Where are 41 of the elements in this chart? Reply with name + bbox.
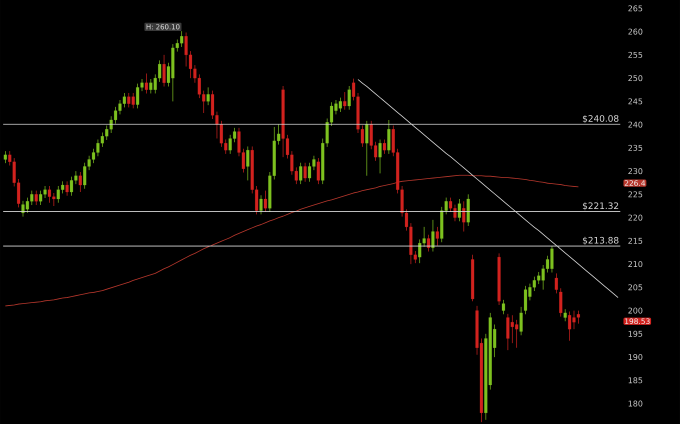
candlestick <box>378 139 382 174</box>
candlestick <box>387 120 390 154</box>
candlestick <box>316 158 320 184</box>
candlestick <box>564 308 567 322</box>
candlestick <box>78 172 82 192</box>
candlestick <box>348 86 351 110</box>
candlestick <box>559 288 562 317</box>
candlestick <box>554 273 558 294</box>
candlestick <box>343 92 346 110</box>
candlestick <box>66 180 69 196</box>
ref-line-label: $221.32 <box>582 202 618 210</box>
candlestick <box>520 306 523 336</box>
candlestick <box>162 54 166 87</box>
candlestick <box>246 146 250 181</box>
candlestick <box>436 226 439 246</box>
candlestick <box>308 162 312 182</box>
candlestick <box>550 246 554 273</box>
candlestick <box>502 300 506 315</box>
candlestick <box>70 176 74 196</box>
candlestick <box>259 194 263 215</box>
candlestick <box>431 220 434 252</box>
candlestick <box>206 87 210 106</box>
candlestick <box>524 286 528 315</box>
candlestick <box>453 204 457 222</box>
candlestick <box>21 200 25 218</box>
ref-line-label: $213.88 <box>582 236 618 245</box>
candlestick <box>572 310 576 330</box>
candlestick <box>462 200 466 232</box>
candlestick <box>4 150 7 164</box>
candlestick <box>43 186 47 198</box>
candlestick <box>299 162 302 184</box>
candlestick <box>264 190 267 212</box>
candlestick <box>466 194 470 226</box>
candlestick <box>304 162 307 182</box>
candlestick <box>426 234 430 252</box>
candlestick <box>382 139 386 154</box>
candlestick <box>144 73 148 94</box>
candlestick <box>34 190 38 206</box>
candlestick <box>458 198 461 222</box>
candlestick <box>365 120 368 176</box>
ref-line-label: $240.08 <box>582 114 618 124</box>
